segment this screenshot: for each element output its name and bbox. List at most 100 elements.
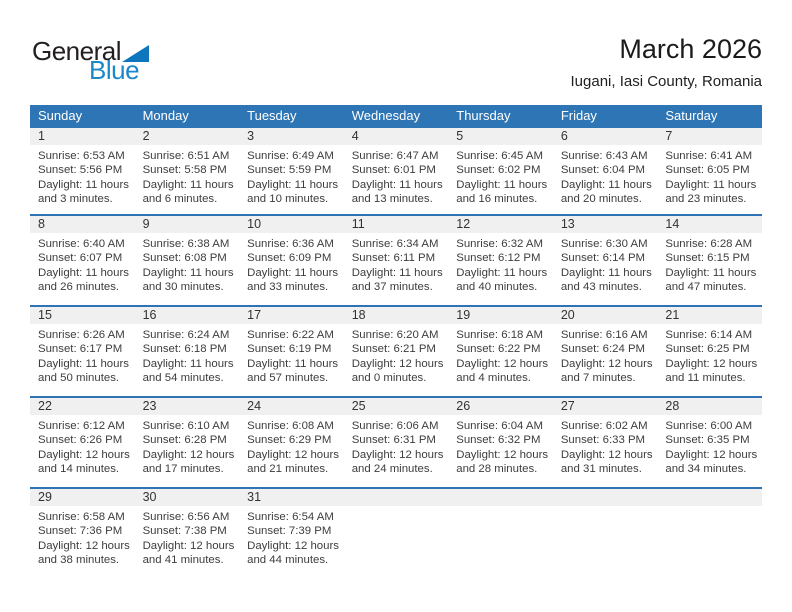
day-detail-line: Sunset: 6:26 PM	[38, 434, 123, 447]
day-detail-line: Daylight: 12 hours	[665, 448, 758, 461]
day-cell: 3 Sunrise: 6:49 AM Sunset: 5:59 PM Daylight…	[239, 128, 344, 215]
day-detail-line: and 50 minutes.	[38, 372, 120, 385]
day-cell: 30 Sunrise: 6:56 AM Sunset: 7:38 PM Dayligh…	[134, 488, 240, 579]
day-number: 26	[448, 398, 553, 415]
day-detail-line: and 14 minutes.	[38, 463, 120, 476]
calendar-body: 1 Sunrise: 6:53 AM Sunset: 5:56 PM Daylight…	[30, 128, 762, 579]
day-cell: 5 Sunrise: 6:45 AM Sunset: 6:02 PM Daylight…	[448, 128, 553, 215]
day-detail-line: Sunset: 6:24 PM	[560, 343, 646, 356]
day-detail-line: and 38 minutes.	[38, 554, 120, 567]
day-details: Sunrise: 6:43 AM Sunset: 6:04 PM Daylight:…	[553, 145, 658, 207]
day-details: Sunrise: 6:41 AM Sunset: 6:05 PM Daylight:…	[657, 145, 762, 207]
day-details: Sunrise: 6:54 AM Sunset: 7:39 PM Daylight:…	[239, 506, 344, 568]
day-detail-line: Daylight: 11 hours	[560, 178, 652, 191]
day-cell: 9 Sunrise: 6:38 AM Sunset: 6:08 PM Daylight…	[134, 215, 240, 306]
day-details: Sunrise: 6:47 AM Sunset: 6:01 PM Daylight:…	[344, 145, 449, 207]
day-detail-line: and 10 minutes.	[247, 193, 329, 206]
day-detail-line: and 11 minutes.	[665, 372, 746, 385]
day-detail-line: Sunset: 6:07 PM	[38, 252, 123, 265]
day-detail-line: and 26 minutes.	[38, 281, 120, 294]
day-detail-line: Sunrise: 6:51 AM	[142, 150, 230, 162]
brand-logo-text-general: General	[32, 36, 122, 66]
day-cell: 27 Sunrise: 6:02 AM Sunset: 6:33 PM Dayligh…	[552, 397, 658, 488]
day-detail-line: Daylight: 12 hours	[456, 448, 549, 461]
logo-triangle-icon	[122, 45, 149, 62]
day-detail-line: and 16 minutes.	[456, 193, 538, 206]
day-detail-line: Sunrise: 6:12 AM	[38, 420, 125, 432]
day-detail-line: and 6 minutes.	[142, 193, 218, 206]
day-detail-line: Sunset: 5:56 PM	[38, 164, 123, 177]
day-number: 30	[134, 489, 240, 506]
day-cell: 14 Sunrise: 6:28 AM Sunset: 6:15 PM Dayligh…	[657, 215, 762, 306]
day-detail-line: and 37 minutes.	[351, 281, 433, 294]
day-cell: 23 Sunrise: 6:10 AM Sunset: 6:28 PM Dayligh…	[134, 397, 240, 488]
day-details: Sunrise: 6:56 AM Sunset: 7:38 PM Daylight:…	[135, 506, 240, 568]
day-cell: 10 Sunrise: 6:36 AM Sunset: 6:09 PM Dayligh…	[239, 215, 344, 306]
day-detail-line: Daylight: 12 hours	[351, 448, 444, 461]
day-number: 28	[657, 398, 762, 415]
day-number: 25	[343, 398, 449, 415]
day-detail-line: Sunset: 6:18 PM	[142, 343, 227, 356]
day-details: Sunrise: 6:24 AM Sunset: 6:18 PM Daylight:…	[135, 324, 240, 386]
day-number: 20	[552, 307, 658, 324]
day-detail-line: and 31 minutes.	[560, 463, 642, 476]
day-detail-line: Sunrise: 6:45 AM	[456, 150, 543, 162]
day-detail-line: Sunrise: 6:47 AM	[351, 150, 439, 162]
day-number: 23	[134, 398, 240, 415]
day-detail-line: Sunrise: 6:49 AM	[247, 150, 334, 162]
day-cell: 1 Sunrise: 6:53 AM Sunset: 5:56 PM Daylight…	[30, 128, 135, 215]
day-cell: 15 Sunrise: 6:26 AM Sunset: 6:17 PM Dayligh…	[30, 306, 135, 397]
day-detail-line: and 21 minutes.	[247, 463, 329, 476]
weekday-header-tuesday: Tuesday	[239, 105, 344, 128]
day-number	[343, 489, 449, 506]
day-detail-line: Daylight: 11 hours	[351, 178, 443, 191]
title-block: March 2026 Iugani, Iasi County, Romania	[571, 34, 763, 90]
day-detail-line: Sunset: 6:33 PM	[560, 434, 646, 447]
day-detail-line: and 20 minutes.	[560, 193, 642, 206]
weekday-header-sunday: Sunday	[30, 105, 135, 128]
day-detail-line: Sunset: 6:12 PM	[456, 252, 541, 265]
day-detail-line: Sunrise: 6:24 AM	[142, 329, 230, 341]
day-cell: 22 Sunrise: 6:12 AM Sunset: 6:26 PM Dayligh…	[30, 397, 135, 488]
day-number: 21	[657, 307, 762, 324]
day-detail-line: and 47 minutes.	[665, 281, 747, 294]
day-detail-line: Sunrise: 6:53 AM	[38, 150, 125, 162]
day-detail-line: Sunset: 6:09 PM	[247, 252, 332, 265]
day-number: 3	[239, 128, 344, 145]
day-detail-line: Sunrise: 6:41 AM	[665, 150, 753, 162]
day-detail-line: and 7 minutes.	[560, 372, 636, 385]
empty-day-cell	[448, 488, 553, 579]
location-subtitle: Iugani, Iasi County, Romania	[570, 73, 763, 90]
day-number: 14	[657, 216, 762, 233]
day-detail-line: Sunset: 6:14 PM	[560, 252, 646, 265]
day-detail-line: Daylight: 12 hours	[142, 448, 235, 461]
day-details: Sunrise: 6:40 AM Sunset: 6:07 PM Daylight:…	[30, 233, 135, 295]
day-number	[552, 489, 658, 506]
day-detail-line: Daylight: 11 hours	[38, 178, 129, 191]
day-details: Sunrise: 6:14 AM Sunset: 6:25 PM Daylight:…	[657, 324, 762, 386]
day-detail-line: Sunrise: 6:26 AM	[38, 329, 125, 341]
day-number: 11	[343, 216, 449, 233]
day-number: 12	[448, 216, 553, 233]
day-details: Sunrise: 6:00 AM Sunset: 6:35 PM Daylight:…	[657, 415, 762, 477]
calendar-week-row: 29 Sunrise: 6:58 AM Sunset: 7:36 PM Dayligh…	[30, 488, 762, 579]
day-detail-line: Daylight: 11 hours	[456, 178, 548, 191]
day-details: Sunrise: 6:06 AM Sunset: 6:31 PM Daylight:…	[344, 415, 449, 477]
day-number: 31	[239, 489, 344, 506]
day-number: 2	[134, 128, 240, 145]
day-detail-line: Sunrise: 6:32 AM	[456, 238, 543, 250]
day-number: 7	[657, 128, 762, 145]
day-details: Sunrise: 6:34 AM Sunset: 6:11 PM Daylight:…	[344, 233, 449, 295]
day-cell: 24 Sunrise: 6:08 AM Sunset: 6:29 PM Dayligh…	[239, 397, 344, 488]
day-detail-line: Sunset: 6:25 PM	[665, 343, 750, 356]
day-detail-line: Daylight: 11 hours	[665, 266, 757, 279]
day-detail-line: Daylight: 11 hours	[456, 266, 548, 279]
day-number: 27	[552, 398, 658, 415]
day-detail-line: and 44 minutes.	[247, 554, 329, 567]
day-detail-line: Daylight: 11 hours	[38, 357, 129, 370]
day-detail-line: Sunrise: 6:02 AM	[560, 420, 648, 432]
day-detail-line: Sunset: 6:31 PM	[351, 434, 436, 447]
day-cell: 7 Sunrise: 6:41 AM Sunset: 6:05 PM Daylight…	[657, 128, 762, 215]
empty-day-cell	[552, 488, 658, 579]
day-number: 22	[30, 398, 135, 415]
